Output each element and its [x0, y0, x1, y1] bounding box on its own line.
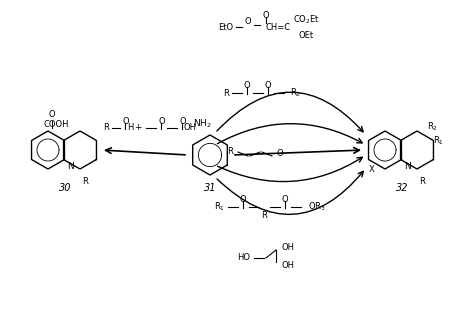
Text: N: N — [404, 162, 411, 171]
Text: 30: 30 — [59, 183, 72, 193]
Text: O: O — [282, 194, 288, 203]
Polygon shape — [369, 131, 401, 169]
Text: COOH: COOH — [43, 120, 69, 129]
Text: R$_1$: R$_1$ — [214, 201, 226, 213]
Text: R: R — [103, 123, 109, 132]
Text: O: O — [240, 194, 246, 203]
Text: R: R — [82, 177, 88, 186]
Text: O: O — [277, 149, 283, 158]
Polygon shape — [192, 135, 228, 175]
Text: NH$_2$: NH$_2$ — [193, 117, 211, 130]
Text: O: O — [263, 11, 269, 20]
Text: OH: OH — [183, 123, 197, 132]
Text: R: R — [223, 88, 229, 98]
Text: H: H — [128, 123, 134, 132]
Text: R$_2$: R$_2$ — [290, 87, 301, 99]
Text: R$_1$: R$_1$ — [433, 134, 444, 147]
Text: O: O — [245, 17, 251, 26]
Polygon shape — [64, 131, 96, 169]
Text: OR$_3$: OR$_3$ — [308, 201, 326, 213]
Text: R: R — [261, 211, 267, 220]
Text: O: O — [244, 81, 250, 90]
Text: CO$_2$Et: CO$_2$Et — [292, 14, 319, 26]
Text: OH: OH — [282, 243, 295, 253]
Text: R: R — [419, 177, 425, 186]
Text: 31: 31 — [204, 183, 216, 193]
Text: EtO: EtO — [219, 23, 234, 32]
Text: O: O — [122, 117, 129, 126]
Polygon shape — [401, 131, 433, 169]
Text: R: R — [227, 148, 233, 157]
Text: O: O — [264, 81, 271, 90]
Text: OH: OH — [282, 262, 295, 271]
Text: HO: HO — [237, 254, 250, 263]
Text: +: + — [134, 123, 141, 132]
Text: 32: 32 — [396, 183, 408, 193]
Text: OEt: OEt — [299, 32, 314, 41]
Text: R$_2$: R$_2$ — [428, 121, 438, 133]
Text: O: O — [49, 110, 55, 119]
Text: O: O — [158, 117, 165, 126]
Text: CH=C: CH=C — [265, 23, 291, 32]
Polygon shape — [32, 131, 64, 169]
Text: N: N — [67, 162, 74, 171]
Text: O: O — [179, 117, 186, 126]
Text: X: X — [369, 165, 374, 174]
